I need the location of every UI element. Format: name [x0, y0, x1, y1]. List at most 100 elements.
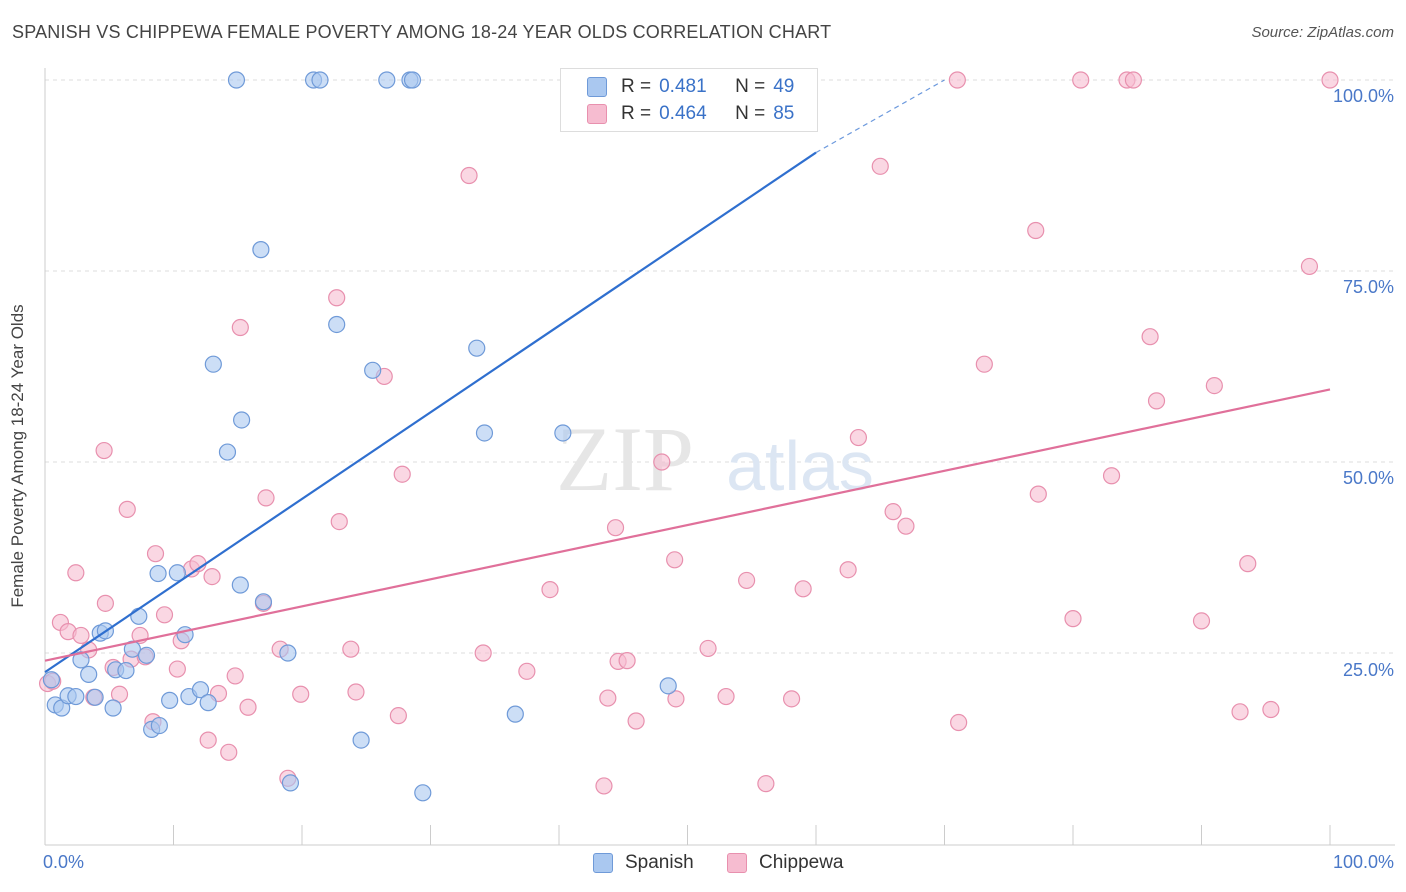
chippewa-point [1102, 467, 1121, 485]
spanish-point [254, 593, 273, 611]
y-axis-label: Female Poverty Among 18-24 Year Olds [8, 304, 27, 608]
chippewa-point [1141, 328, 1159, 346]
x-tick-label: 100.0% [1332, 852, 1394, 872]
legend-n-label: N = [735, 76, 766, 97]
spanish-point [554, 424, 572, 442]
y-tick-label: 75.0% [1342, 277, 1394, 297]
chippewa-point [782, 690, 801, 708]
legend-swatch-chippewa [587, 104, 607, 124]
series-legend-chippewa: Chippewa [727, 852, 844, 874]
spanish-point [659, 677, 677, 695]
chippewa-point [67, 564, 85, 582]
chippewa-point [1029, 485, 1047, 503]
chippewa-point [653, 453, 671, 471]
spanish-point [311, 71, 329, 89]
spanish-point [72, 651, 90, 669]
chippewa-point [460, 166, 478, 185]
data-points [38, 71, 1339, 802]
series-legend-spanish: Spanish [593, 852, 694, 874]
chippewa-point [347, 683, 365, 701]
spanish-point [414, 784, 432, 802]
chippewa-point [541, 580, 559, 599]
chippewa-point [220, 743, 238, 761]
chippewa-point [231, 318, 249, 337]
chippewa-point [1124, 71, 1142, 89]
spanish-point [80, 665, 98, 683]
legend-row-spanish: R = 0.481 N = 49 [587, 75, 794, 99]
chippewa-point [203, 567, 221, 586]
spanish-point [328, 315, 346, 334]
chippewa-point [667, 690, 685, 708]
legend-r-value: 0.481 [659, 76, 707, 97]
series-label-spanish: Spanish [625, 852, 694, 873]
chippewa-point [1027, 221, 1045, 240]
legend-r-label: R = [621, 103, 652, 124]
chippewa-point [389, 707, 407, 725]
chippewa-point [871, 157, 889, 175]
chippewa-point [199, 731, 217, 749]
spanish-point [352, 731, 370, 749]
axes [44, 68, 1395, 846]
spanish-point [506, 705, 524, 723]
spanish-trend-extension [815, 79, 945, 154]
chippewa-trend-line [44, 388, 1331, 662]
spanish-point [364, 361, 382, 379]
gridlines [45, 79, 1395, 654]
spanish-point [168, 564, 186, 582]
chippewa-point [328, 289, 346, 307]
chippewa-point [599, 689, 617, 707]
chippewa-point [1192, 612, 1211, 630]
chippewa-point [794, 580, 812, 598]
chippewa-point [606, 519, 625, 537]
chippewa-point [342, 640, 360, 658]
correlation-legend: R = 0.481 N = 49 R = 0.464 N = 85 [560, 68, 818, 132]
x-tick-label: 0.0% [43, 852, 85, 872]
spanish-point [42, 671, 61, 689]
chart-title: SPANISH VS CHIPPEWA FEMALE POVERTY AMONG… [12, 22, 832, 42]
chippewa-point [168, 660, 186, 678]
legend-swatch-spanish [587, 77, 607, 97]
chippewa-point [950, 713, 968, 732]
chippewa-point [1300, 257, 1319, 276]
spanish-point [67, 687, 85, 706]
chippewa-point [948, 71, 966, 89]
spanish-point [233, 411, 251, 429]
chippewa-point [699, 639, 717, 658]
watermark-zip: ZIP [556, 408, 694, 510]
chippewa-point [292, 685, 310, 703]
trend-lines [44, 79, 1331, 674]
spanish-point [150, 716, 168, 735]
chippewa-point [1239, 555, 1257, 573]
spanish-point [204, 355, 222, 373]
chippewa-point [393, 465, 411, 483]
chippewa-point [239, 698, 257, 716]
chippewa-point [839, 561, 857, 579]
chippewa-point [1064, 610, 1082, 628]
chippewa-point [72, 626, 90, 645]
series-legend: Spanish Chippewa [0, 852, 1406, 876]
legend-n-value: 85 [773, 103, 795, 124]
legend-n-label: N = [735, 103, 766, 124]
spanish-point [468, 339, 486, 357]
spanish-trend-line [44, 151, 817, 674]
spanish-point [281, 774, 300, 792]
chippewa-point [1262, 700, 1280, 719]
chippewa-point [330, 512, 348, 531]
chippewa-point [518, 662, 536, 680]
chippewa-point [975, 355, 993, 373]
spanish-point [279, 644, 297, 662]
spanish-point [218, 443, 237, 461]
chippewa-point [155, 606, 174, 624]
legend-r-label: R = [621, 76, 652, 97]
chippewa-point [1147, 392, 1166, 410]
chippewa-point [118, 500, 136, 518]
source-label: Source: ZipAtlas.com [1251, 24, 1394, 41]
spanish-point [104, 699, 122, 717]
spanish-point [149, 564, 167, 583]
spanish-point [199, 694, 217, 712]
legend-n-value: 49 [773, 76, 795, 97]
spanish-point [86, 688, 104, 706]
spanish-point [475, 424, 494, 442]
chippewa-point [1231, 703, 1249, 721]
